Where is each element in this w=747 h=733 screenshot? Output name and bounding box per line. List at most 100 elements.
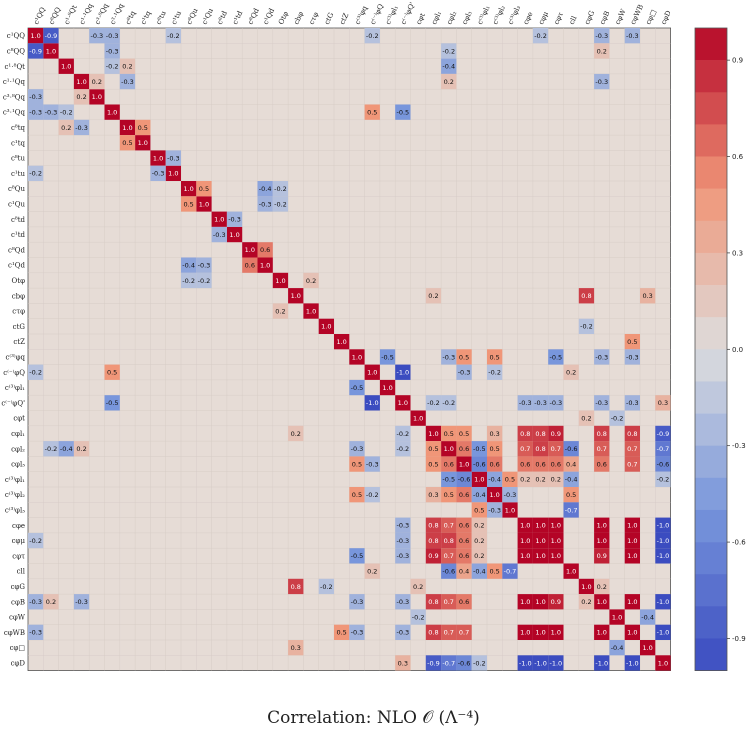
cell-value-label: 0.6 (459, 598, 469, 606)
cell-value-label: 0.5 (428, 445, 438, 453)
heatmap-cell: 0.2 (89, 73, 105, 90)
heatmap-cell: 1.0 (43, 43, 59, 59)
cell-value-label: -0.2 (29, 537, 42, 545)
heatmap-cell: 0.7 (594, 441, 610, 457)
heatmap-cell: -0.3 (594, 73, 610, 90)
heatmap-cell: -1.0 (655, 517, 671, 533)
x-tick-label: c⁽³⁾φl₃ (506, 4, 523, 26)
heatmap-cell: 0.9 (548, 425, 564, 442)
cell-value-label: 1.0 (138, 139, 148, 147)
cell-value-label: -0.3 (213, 231, 226, 239)
heatmap-cell: -1.0 (655, 548, 671, 564)
heatmap-cell: 1.0 (165, 165, 181, 181)
cell-value-label: 0.6 (459, 445, 469, 453)
heatmap-cell: 1.0 (502, 502, 518, 518)
colorbar-segment (695, 349, 727, 382)
heatmap-cell: -0.7 (441, 655, 457, 671)
cell-value-label: 1.0 (505, 506, 515, 514)
cell-value-label: 1.0 (581, 583, 591, 591)
heatmap-cell: -0.3 (28, 594, 44, 610)
heatmap-cell: 0.5 (487, 563, 503, 579)
colorbar-segment (695, 252, 727, 286)
colorbar-segment (695, 574, 727, 607)
cell-value-label: 1.0 (291, 292, 301, 300)
heatmap-cell: 0.9 (594, 548, 610, 564)
heatmap-cell: 0.6 (456, 594, 472, 610)
heatmap-cell: 0.7 (441, 594, 457, 610)
cell-value-label: 0.8 (428, 598, 438, 606)
colorbar-segment (695, 156, 727, 189)
cell-value-label: 0.2 (581, 598, 591, 606)
heatmap-cell: -0.5 (379, 349, 396, 365)
cell-value-label: -0.3 (106, 47, 119, 55)
cell-value-label: -0.3 (626, 399, 639, 407)
heatmap-cell: 1.0 (532, 532, 549, 549)
heatmap-cell: 0.5 (425, 441, 442, 457)
heatmap-cell: 0.5 (119, 135, 136, 151)
cell-value-label: 1.0 (474, 476, 484, 484)
cell-value-label: 0.7 (520, 445, 530, 453)
heatmap-cell: -0.3 (211, 226, 227, 243)
cell-value-label: 0.5 (107, 369, 117, 377)
cell-value-label: 0.5 (566, 491, 576, 499)
x-tick-label: c⁸tu (155, 9, 168, 26)
cell-value-label: 0.2 (428, 292, 438, 300)
heatmap-cell: -0.2 (487, 364, 503, 380)
heatmap-cell: -0.3 (43, 104, 59, 120)
cell-value-label: -0.3 (397, 598, 410, 606)
heatmap-cell: 0.6 (257, 242, 273, 258)
cell-value-label: -0.6 (442, 567, 455, 575)
cell-value-label: 0.2 (46, 598, 56, 606)
cell-value-label: 1.0 (459, 460, 469, 468)
x-tick-label: cφl₃ (461, 10, 474, 26)
cell-value-label: 1.0 (520, 598, 530, 606)
heatmap-cell: -0.3 (150, 165, 166, 181)
heatmap-cell: -0.2 (165, 28, 181, 44)
heatmap-cell: 1.0 (28, 28, 44, 44)
cell-value-label: -0.2 (473, 659, 486, 667)
heatmap-cell: 1.0 (303, 303, 319, 319)
heatmap-cell: -0.3 (119, 73, 136, 90)
cell-value-label: -0.5 (442, 476, 455, 484)
heatmap-cell: -0.7 (563, 502, 579, 518)
cell-value-label: 0.6 (459, 522, 469, 530)
heatmap-cell: -0.3 (456, 364, 472, 380)
heatmap-cell: -0.4 (609, 640, 625, 656)
heatmap-cell: 0.2 (73, 441, 90, 457)
heatmap-cell: 1.0 (242, 242, 258, 258)
cell-value-label: -0.3 (198, 261, 211, 269)
x-tick-label: cφμ (537, 10, 550, 26)
cell-value-label: 0.2 (566, 369, 576, 377)
heatmap-cell: 0.5 (334, 624, 350, 640)
heatmap-cell: 0.6 (456, 532, 472, 549)
cell-value-label: 0.6 (459, 552, 469, 560)
heatmap-cell: -0.4 (471, 563, 487, 579)
cell-value-label: -0.3 (504, 491, 517, 499)
cell-value-label: -0.6 (458, 659, 471, 667)
heatmap-cell: -0.3 (104, 28, 120, 44)
colorbar-segment (695, 317, 727, 350)
x-tick-label: cφW (614, 7, 628, 26)
colorbar-tick-label: 0.0 (732, 346, 743, 354)
heatmap-cell: -0.4 (257, 181, 273, 197)
cell-value-label: -0.5 (381, 353, 394, 361)
heatmap-cell: -0.9 (425, 655, 442, 671)
heatmap-cell: 0.9 (548, 594, 564, 610)
heatmap-cell: 0.2 (119, 58, 136, 74)
cell-value-label: 0.6 (597, 460, 607, 468)
heatmap-cells: 1.0 1.0 1.0 1.0 1.0 1.0 1.0 1.0 1.0 1.0 1.0 1.0 1.0 1… (28, 28, 671, 671)
heatmap-cell: 1.0 (379, 379, 396, 396)
heatmap-cell: 0.7 (517, 441, 533, 457)
heatmap-cell: 1.0 (517, 594, 533, 610)
heatmap-cell: 0.2 (288, 425, 304, 442)
cell-value-label: -0.3 (75, 598, 88, 606)
cell-value-label: 1.0 (627, 598, 637, 606)
heatmap-cell: 0.2 (410, 578, 426, 595)
x-tick-label: c³⋅¹Qq (109, 2, 126, 26)
heatmap-cell: 1.0 (104, 104, 120, 120)
cell-value-label: 1.0 (107, 108, 117, 116)
cell-value-label: -1.0 (657, 522, 670, 530)
cell-value-label: 0.5 (444, 430, 454, 438)
cell-value-label: 0.5 (459, 353, 469, 361)
cell-value-label: 0.5 (367, 108, 377, 116)
